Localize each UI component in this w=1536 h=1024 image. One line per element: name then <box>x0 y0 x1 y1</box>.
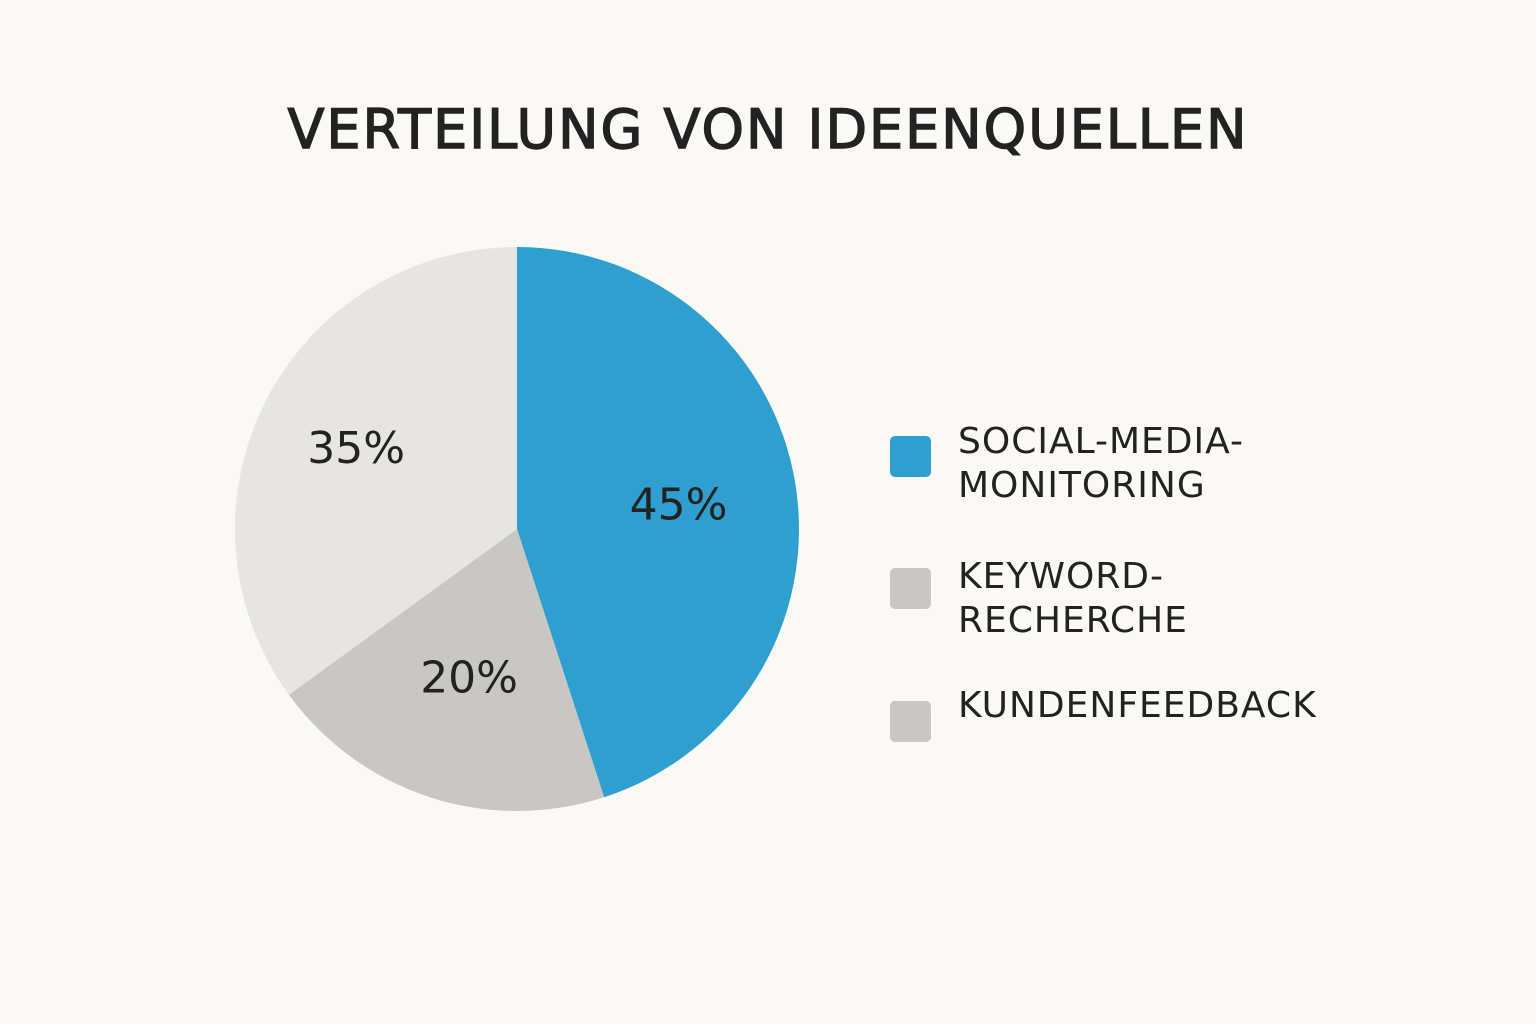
legend-swatch <box>890 568 931 609</box>
pie-slices <box>234 246 800 812</box>
legend-label: SOCIAL-MEDIA- MONITORING <box>958 421 1244 506</box>
pie-slice-20 <box>288 529 605 812</box>
pie-slice-label: 35% <box>307 423 405 474</box>
legend-swatch <box>890 701 931 742</box>
pie-slice-labels: 45% 20% 35% <box>307 423 727 703</box>
pie-slice-label: 45% <box>630 479 728 530</box>
legend-label: KEYWORD- RECHERCHE <box>958 556 1188 641</box>
legend-label: KUNDENFEEDBACK <box>958 685 1317 726</box>
pie-slice-45 <box>517 247 800 798</box>
pie-slice-label: 20% <box>420 653 518 704</box>
chart-title: VERTEILUNG VON IDEENQUELLEN <box>287 97 1249 161</box>
pie-slice-35 <box>234 246 517 695</box>
legend-swatch <box>890 436 931 477</box>
